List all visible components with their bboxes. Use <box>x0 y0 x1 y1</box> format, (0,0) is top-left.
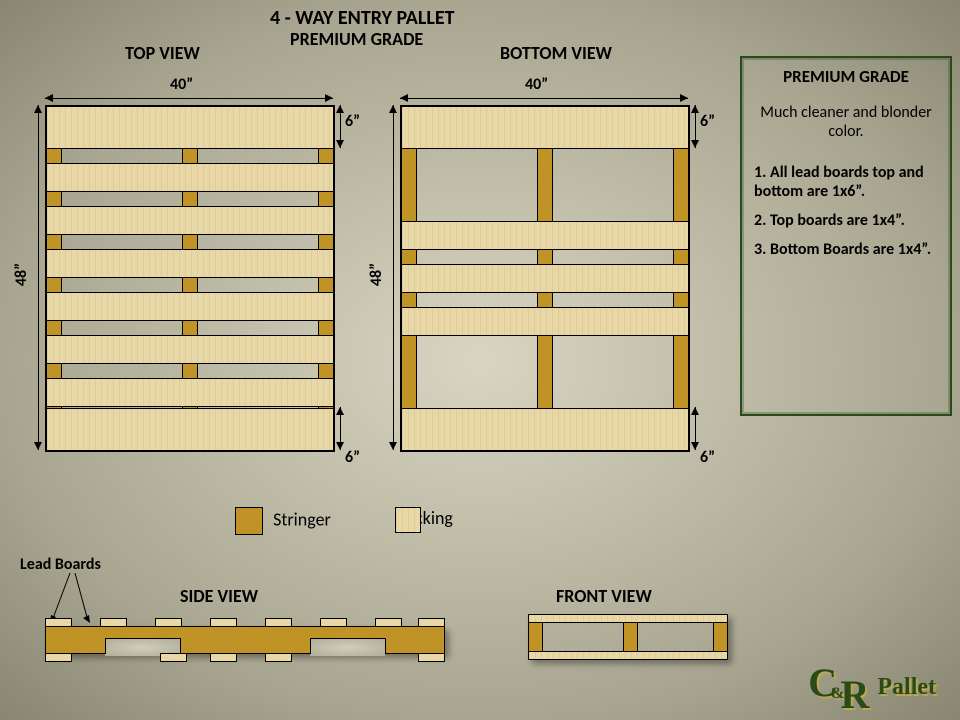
side-notch <box>310 638 385 656</box>
bottom-view-diagram <box>400 105 690 452</box>
deck-board <box>401 408 689 451</box>
bottom-width-dim: 40” <box>525 75 548 94</box>
side-top-slat <box>210 618 237 627</box>
bot-lead-dim-1: 6” <box>700 112 715 131</box>
top-width-arrow <box>45 98 333 99</box>
top-width-dim: 40” <box>170 75 193 94</box>
front-stringer <box>623 622 638 652</box>
logo-r: R <box>840 672 869 717</box>
info-pt3: 3. Bottom Boards are 1x4”. <box>752 240 940 259</box>
stringer-swatch <box>235 507 263 535</box>
info-title: PREMIUM GRADE <box>752 66 940 87</box>
side-bottom-slat <box>210 653 237 662</box>
side-view-diagram <box>45 614 445 670</box>
bottom-height-dim: 48” <box>367 263 386 286</box>
dim-arrow <box>695 407 696 450</box>
front-view-diagram <box>528 614 728 660</box>
top-view-label: TOP VIEW <box>125 42 200 64</box>
deck-board <box>46 106 334 149</box>
info-desc: Much cleaner and blonder color. <box>752 103 940 141</box>
side-bottom-slat <box>45 653 72 662</box>
side-bottom-slat <box>160 653 187 662</box>
deck-board <box>401 221 689 250</box>
front-stringer <box>528 622 543 652</box>
side-bottom-slat <box>418 653 445 662</box>
deck-board <box>46 163 334 192</box>
front-stringer <box>713 622 728 652</box>
dim-arrow <box>340 105 341 148</box>
info-pt2: 2. Top boards are 1x4”. <box>752 211 940 230</box>
side-view-label: SIDE VIEW <box>180 585 258 607</box>
dim-arrow <box>340 407 341 450</box>
deck-board <box>46 378 334 407</box>
deck-board <box>401 106 689 149</box>
deck-board <box>46 206 334 235</box>
side-bottom-slat <box>265 653 292 662</box>
side-top-slat <box>320 618 347 627</box>
deck-board <box>46 335 334 364</box>
top-height-arrow <box>38 105 39 450</box>
top-height-dim: 48” <box>12 263 31 286</box>
top-lead-dim-1: 6” <box>345 112 360 131</box>
brand-logo: C&R Pallet <box>808 659 942 706</box>
front-view-label: FRONT VIEW <box>556 585 652 607</box>
bottom-view-label: BOTTOM VIEW <box>500 42 612 64</box>
deck-board <box>401 307 689 336</box>
info-box: PREMIUM GRADE Much cleaner and blonder c… <box>740 56 952 416</box>
side-top-slat <box>100 618 127 627</box>
deck-board <box>401 264 689 293</box>
top-lead-dim-2: 6” <box>345 448 360 467</box>
bottom-width-arrow <box>400 98 688 99</box>
dim-arrow <box>695 105 696 148</box>
side-top-slat <box>418 618 445 627</box>
side-top-slat <box>155 618 182 627</box>
deck-board <box>46 408 334 451</box>
front-bottom-deck <box>528 651 728 660</box>
legend-stringer: Stringer <box>235 507 331 535</box>
legend-decking: Decking <box>395 507 453 529</box>
side-top-slat <box>45 618 72 627</box>
main-title: 4 - WAY ENTRY PALLET <box>270 6 455 30</box>
top-view-diagram <box>45 105 335 452</box>
logo-name: Pallet <box>877 674 936 700</box>
info-pt1: 1. All lead boards top and bottom are 1x… <box>752 163 940 201</box>
bottom-height-arrow <box>393 105 394 450</box>
decking-swatch <box>395 507 421 533</box>
subtitle: PREMIUM GRADE <box>290 28 423 50</box>
deck-board <box>46 249 334 278</box>
lead-boards-label: Lead Boards <box>20 555 101 574</box>
side-top-slat <box>375 618 402 627</box>
bot-lead-dim-2: 6” <box>700 448 715 467</box>
deck-board <box>46 292 334 321</box>
side-top-slat <box>265 618 292 627</box>
legend-stringer-label: Stringer <box>273 508 331 530</box>
